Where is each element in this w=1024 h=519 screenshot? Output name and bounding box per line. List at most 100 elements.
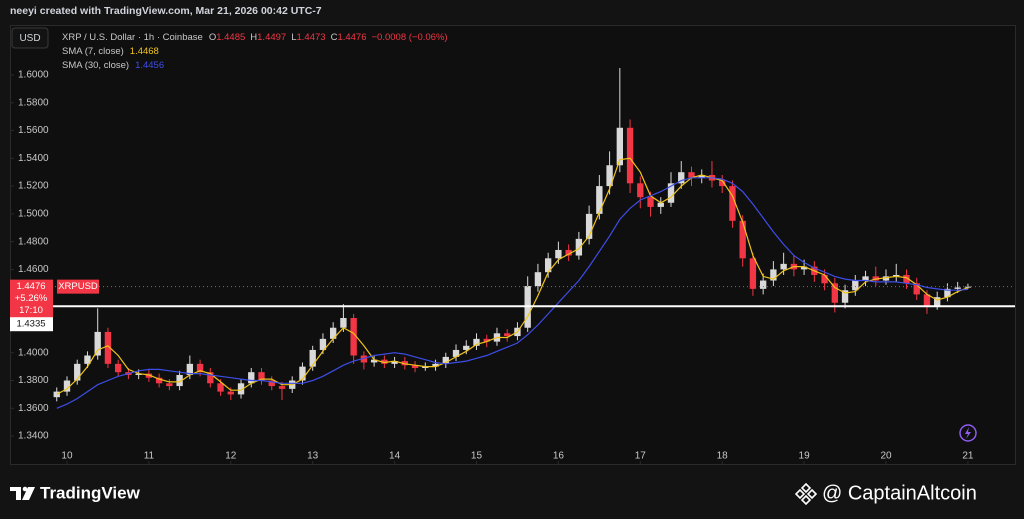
x-tick-label: 21 (962, 451, 974, 462)
candle-body (657, 202, 664, 207)
candle-body (555, 249, 562, 259)
candle-body (309, 349, 316, 367)
candle-body (596, 186, 603, 214)
candle-body (422, 366, 429, 369)
replay-icon-bolt (965, 427, 971, 439)
candle-body (74, 363, 81, 381)
candle-body (340, 318, 347, 328)
x-tick-label: 19 (799, 451, 811, 462)
candle-body (258, 372, 265, 381)
candle-body (94, 331, 101, 356)
credit-logo (794, 482, 818, 506)
chart-panel (10, 25, 1016, 465)
candle-body (84, 355, 91, 364)
last-price: 1.4476 (16, 281, 45, 292)
y-tick-label: 1.4000 (18, 347, 49, 358)
candle-body (299, 366, 306, 381)
candle-body (719, 180, 726, 187)
legend-entry[interactable]: SMA (7, close) 1.4468 (62, 46, 159, 57)
x-tick-label: 10 (61, 451, 73, 462)
candle-body (626, 127, 634, 184)
last-price-change: +5.26% (15, 293, 48, 304)
candle-body (893, 274, 900, 277)
ohlc-label: H (250, 32, 257, 43)
reference-value: 1.4335 (16, 319, 45, 330)
candle-body (934, 297, 941, 306)
legend-label: SMA (7, close) (62, 46, 124, 57)
candle-body (667, 183, 675, 203)
candle-body (135, 373, 142, 375)
candle-body (616, 127, 623, 166)
candle-body (207, 372, 214, 384)
x-tick-label: 18 (717, 451, 729, 462)
ohlc-value: 1.4497 (257, 32, 286, 43)
candle-body (381, 359, 388, 364)
candle-body (852, 280, 859, 291)
candle-body (319, 338, 327, 350)
candle-body (882, 276, 890, 281)
x-tick-label: 11 (144, 451, 155, 462)
ohlc-label: L (291, 32, 296, 43)
candle-body (145, 373, 153, 378)
candle-body (227, 391, 234, 395)
legend-entry[interactable]: SMA (30, close) 1.4456 (62, 60, 164, 71)
candle-body (944, 288, 951, 298)
candle-body (176, 374, 183, 387)
candle-body (63, 380, 71, 392)
candle-body (739, 220, 746, 259)
candle-body (913, 283, 920, 295)
candle-body (186, 363, 194, 375)
candle-body (391, 361, 398, 364)
y-tick-label: 1.5400 (18, 153, 49, 164)
reference-tag (10, 317, 53, 332)
countdown: 17:10 (19, 305, 43, 316)
candle-body (923, 294, 931, 306)
symbol-tag (57, 279, 99, 294)
candle-body (954, 287, 961, 289)
plot-area: 1.6000 1.5800 1.5600 1.5400 1.5200 1.5000 1.48… (10, 68, 1015, 464)
candle-body (821, 274, 828, 284)
y-tick-label: 1.3400 (18, 431, 49, 442)
y-tick-label: 1.6000 (18, 70, 49, 81)
candle-body (248, 372, 255, 384)
candle-body (647, 197, 654, 207)
legend-value: 1.4468 (130, 46, 159, 57)
candle-body (217, 383, 224, 392)
candle-body (841, 290, 849, 303)
candle-body (678, 172, 685, 184)
legend-value: 1.4456 (135, 60, 164, 71)
candle-body (504, 333, 511, 337)
candle-body (411, 365, 419, 369)
legend-label: SMA (30, close) (62, 60, 129, 71)
candle-body (534, 272, 542, 287)
candle-body (565, 249, 572, 256)
candle-body (473, 338, 480, 346)
x-tick-label: 15 (471, 451, 483, 462)
replay-icon[interactable] (959, 424, 977, 442)
candle-body (862, 276, 869, 281)
candle-body (800, 266, 808, 270)
ohlc-label: C (331, 32, 338, 43)
ohlc-value: 1.4476 (337, 32, 366, 43)
currency[interactable]: USD (19, 33, 40, 44)
candle-body (698, 174, 705, 178)
x-tick-label: 13 (307, 451, 319, 462)
candle-body (432, 363, 439, 367)
candle-body (442, 356, 449, 364)
candle-body (268, 380, 275, 387)
candle-body (278, 386, 286, 389)
brand-logo (10, 486, 35, 500)
candle-body (166, 383, 173, 387)
candle-body (370, 359, 378, 363)
candle-body (104, 331, 112, 364)
ohlc-value: 1.4485 (216, 32, 245, 43)
x-tick-label: 12 (225, 451, 237, 462)
currency-box[interactable] (11, 27, 49, 49)
candle-body (770, 269, 777, 281)
candle-body (585, 213, 593, 239)
candle-body (759, 280, 767, 289)
candle-body (544, 258, 552, 273)
y-tick-label: 1.3600 (18, 403, 49, 414)
